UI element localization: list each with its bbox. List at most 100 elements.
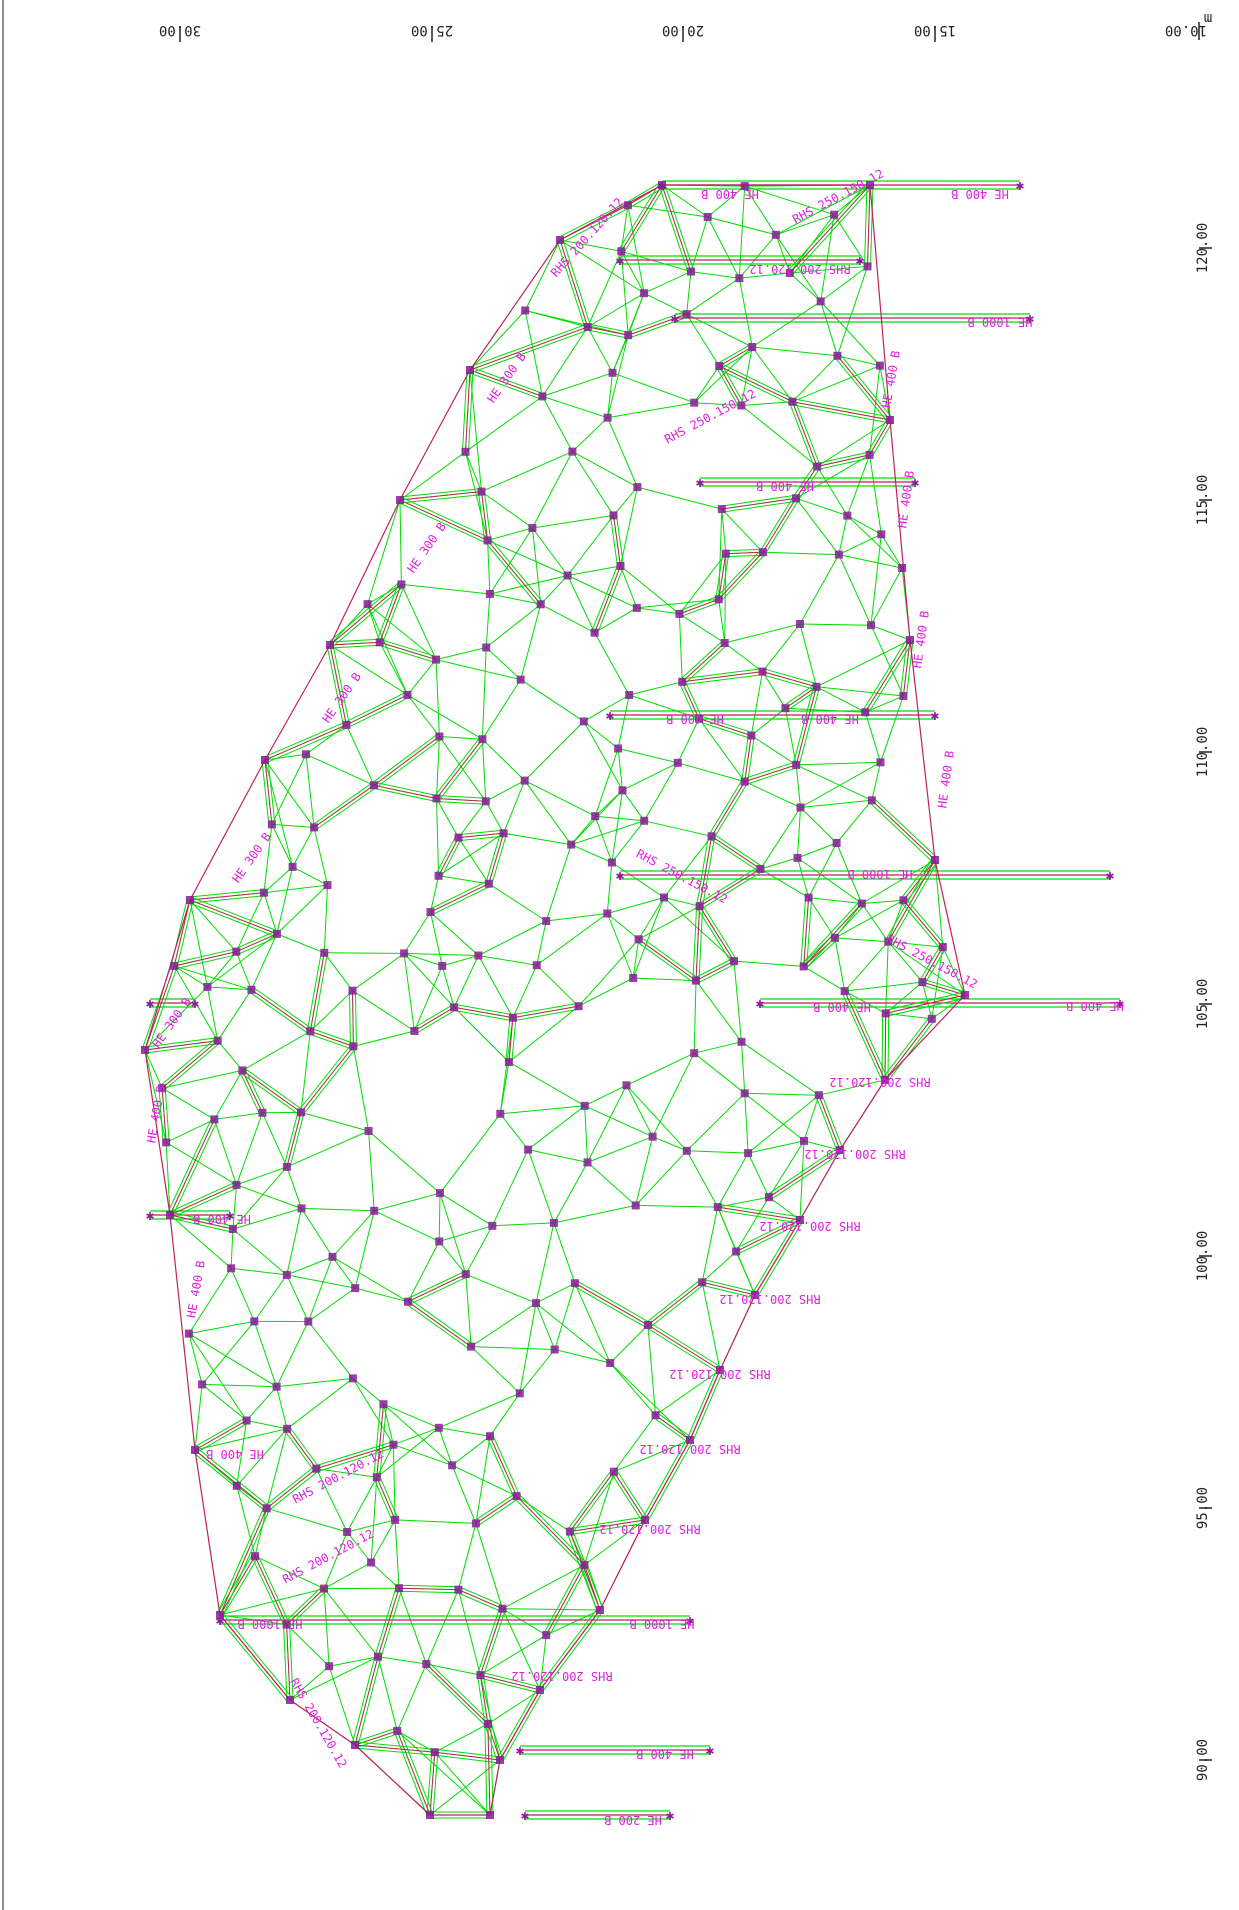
member-rail <box>697 720 751 739</box>
shell-edge <box>367 603 408 696</box>
shell-edge <box>202 1383 277 1388</box>
shell-edge <box>231 1267 287 1276</box>
top-axis: 30.00 25.00 20.00 15.00 10.00 m <box>159 10 1212 42</box>
shell-edge <box>797 807 801 858</box>
shell-edge <box>536 920 547 966</box>
shell-edge <box>797 857 810 898</box>
support-marker: ✱ <box>666 1808 675 1824</box>
shell-edge <box>263 866 293 894</box>
member-axis <box>169 1184 237 1216</box>
shell-edge <box>583 721 623 791</box>
shell-edge <box>264 759 315 828</box>
shell-edge <box>532 514 614 529</box>
top-axis-unit-label: m <box>1204 10 1212 26</box>
shell-edge <box>535 1302 556 1350</box>
node-marker <box>658 181 666 189</box>
shell-edge <box>762 671 786 709</box>
shell-edge <box>324 952 405 954</box>
chord-axis <box>289 1699 356 1746</box>
shell-edge <box>173 965 219 1041</box>
node-marker <box>785 269 794 277</box>
member-rail <box>482 1674 492 1724</box>
node-marker <box>410 1027 419 1035</box>
member-rail <box>653 1417 689 1443</box>
shell-edge <box>527 1149 555 1224</box>
member-axis <box>174 951 237 967</box>
shell-edge <box>611 820 645 863</box>
shell-edge <box>613 1439 691 1473</box>
shell-edge <box>232 1166 288 1230</box>
node-marker <box>262 1504 271 1513</box>
support-marker: ✱ <box>686 1613 695 1629</box>
shell-edge <box>232 1228 288 1276</box>
node-marker <box>476 1671 485 1680</box>
shell-edge <box>323 1588 330 1667</box>
shell-edge <box>570 844 613 863</box>
shell-edge <box>370 1519 396 1563</box>
member-rail <box>694 958 733 979</box>
member-axis <box>647 1324 721 1371</box>
node-marker <box>342 720 351 729</box>
shell-edge <box>236 1428 288 1487</box>
node-marker <box>716 1366 724 1374</box>
shell-edge <box>701 1206 719 1283</box>
member-rail <box>512 1002 579 1016</box>
shell-edge <box>738 278 753 348</box>
member-label: RHS 200.120.12 <box>669 1367 770 1381</box>
member-rail <box>477 1607 501 1675</box>
member-rail <box>610 515 618 567</box>
shell-edge <box>554 1283 576 1350</box>
support-marker: ✱ <box>616 253 625 269</box>
shell-edge <box>485 647 522 680</box>
shell-edge <box>465 395 543 453</box>
shell-edge <box>527 1149 588 1163</box>
member-axis <box>762 671 817 688</box>
shell-edge <box>276 866 294 935</box>
member-rail <box>257 1554 290 1624</box>
support-marker: ✱ <box>671 311 680 327</box>
shell-edge <box>574 1282 611 1364</box>
member-rail <box>717 343 751 364</box>
member-rail <box>190 896 279 932</box>
node-marker <box>812 682 821 691</box>
node-marker <box>686 1436 694 1444</box>
shell-edge <box>276 1386 288 1429</box>
member-axis <box>316 1444 394 1470</box>
member-rail <box>373 787 437 802</box>
member-rail <box>398 1590 459 1594</box>
shell-edge <box>718 599 726 644</box>
shell-edge <box>352 952 405 992</box>
shell-edge <box>768 1140 805 1198</box>
node-marker <box>393 1726 402 1735</box>
member-axis <box>414 1006 455 1032</box>
member-axis <box>487 1723 501 1761</box>
member-rail <box>298 1044 352 1111</box>
member-rail <box>477 1498 519 1527</box>
chord-axis <box>144 899 191 1051</box>
node-marker <box>744 1149 753 1158</box>
member-axis <box>699 868 761 907</box>
member-rail <box>234 930 276 950</box>
member-label: HE 1000 B <box>629 1617 694 1631</box>
member-axis <box>242 1070 302 1113</box>
node-marker <box>435 732 444 741</box>
shell-edge <box>686 271 692 315</box>
member-rail <box>702 836 715 907</box>
shell-edge <box>546 913 608 922</box>
shell-edge <box>305 754 315 828</box>
shell-edge <box>775 184 871 236</box>
shell-edge <box>800 799 872 808</box>
member-axis <box>487 1723 491 1816</box>
member-rail <box>921 984 965 999</box>
shell-edge <box>609 1324 649 1364</box>
node-marker <box>641 1516 649 1524</box>
member-rail <box>406 1271 465 1300</box>
shell-edge <box>475 1523 503 1609</box>
member-rail <box>882 1016 930 1079</box>
node-marker <box>232 947 241 956</box>
shell-edge <box>323 1562 372 1590</box>
node-marker <box>832 839 841 847</box>
member-axis <box>436 798 486 802</box>
node-marker <box>232 1180 241 1189</box>
shell-edge <box>535 1222 555 1304</box>
